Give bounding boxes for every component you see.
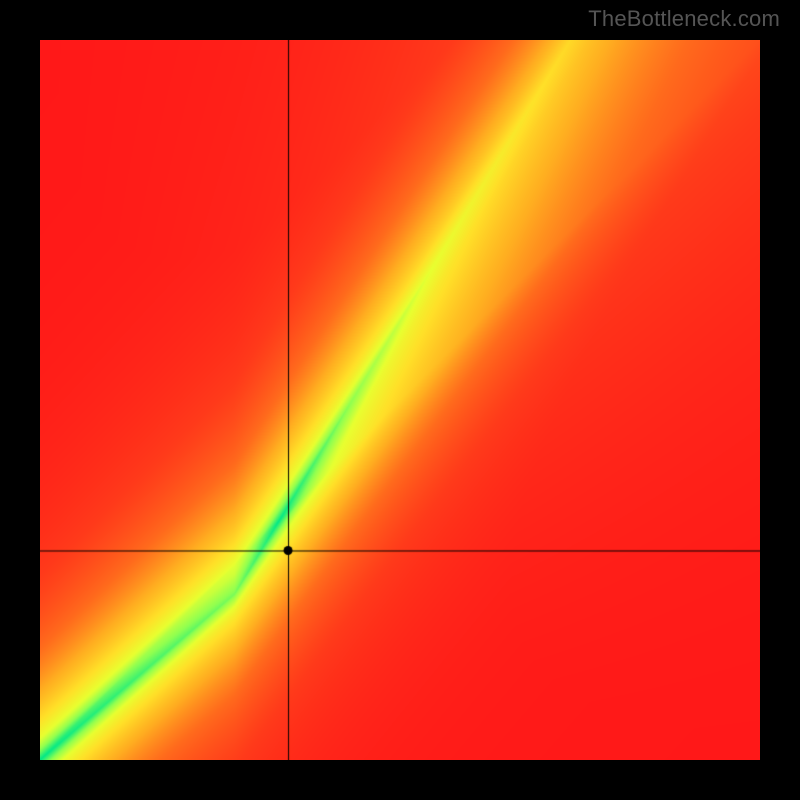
heatmap-plot	[40, 40, 760, 760]
watermark: TheBottleneck.com	[588, 6, 780, 32]
heatmap-canvas	[40, 40, 760, 760]
chart-container: TheBottleneck.com	[0, 0, 800, 800]
